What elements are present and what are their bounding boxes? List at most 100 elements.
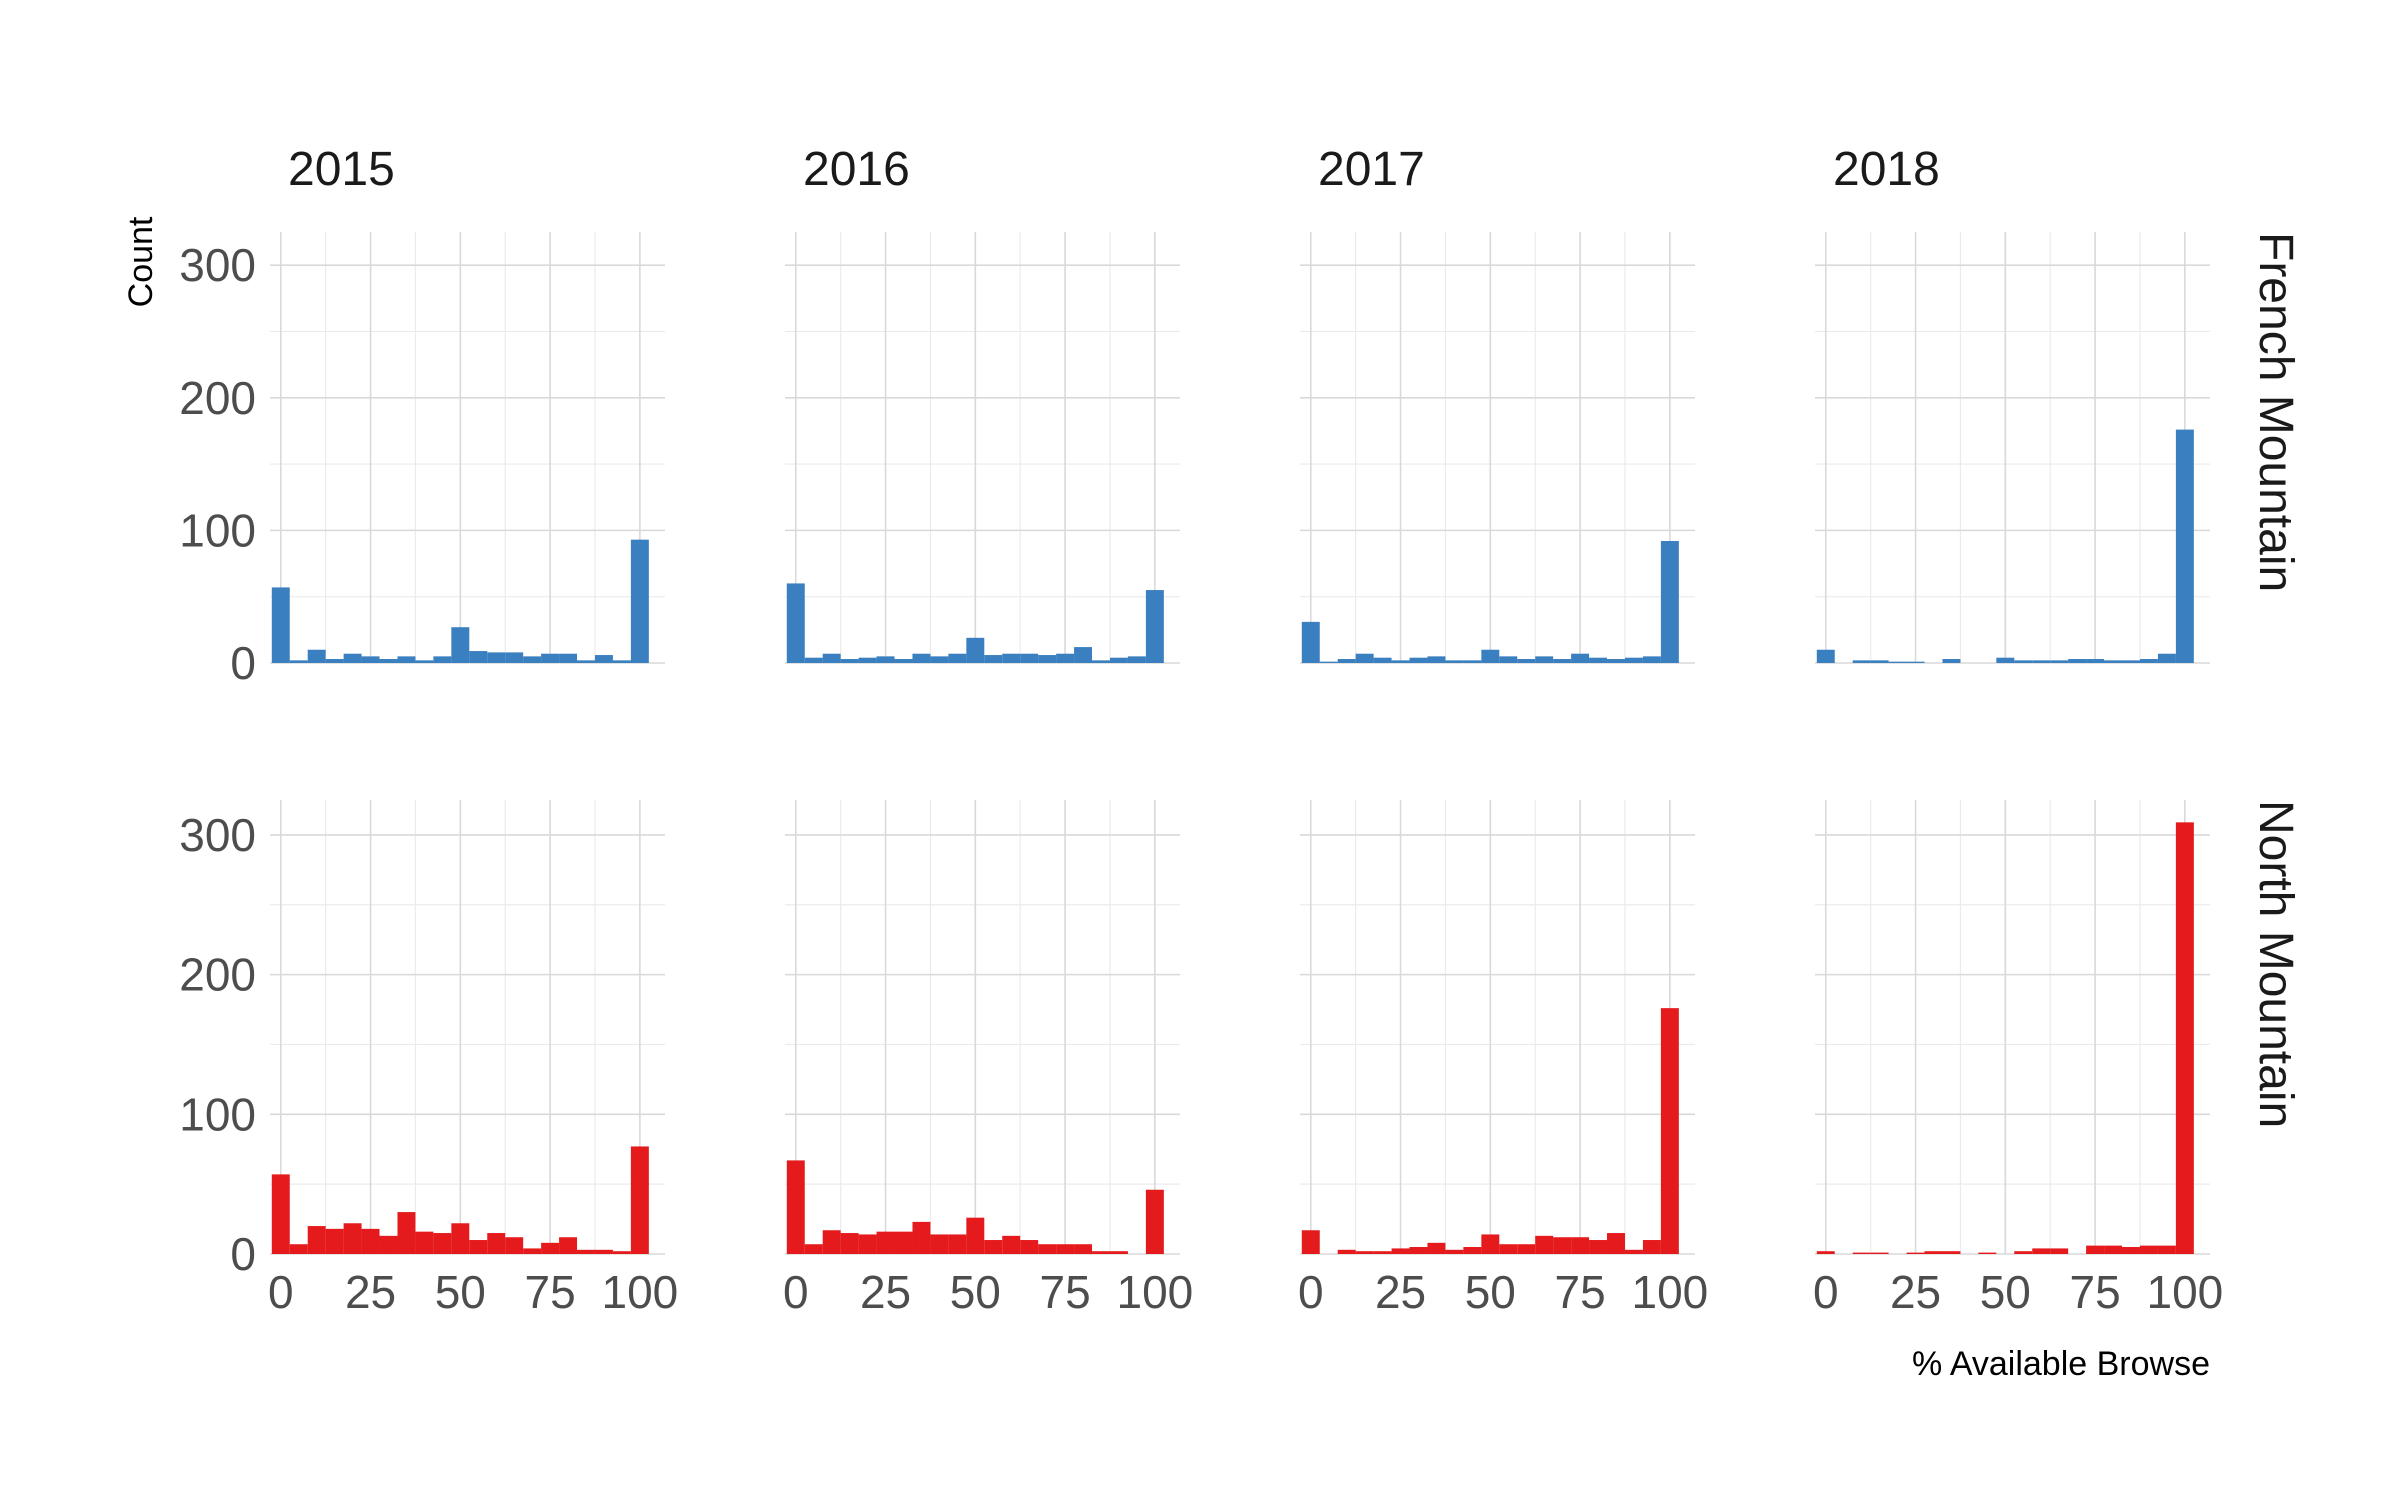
bar-north-mountain-2018-bin-65	[2050, 1248, 2069, 1254]
bar-french-mountain-2017-bin-25	[1391, 660, 1410, 663]
row-strip-label-north-mountain: North Mountain	[2249, 800, 2302, 1128]
bar-french-mountain-2017-bin-15	[1355, 653, 1374, 663]
x-tick-label-25-2018: 25	[1890, 1266, 1941, 1318]
x-tick-label-0-2015: 0	[268, 1266, 294, 1318]
bar-north-mountain-2015-bin-10	[307, 1226, 326, 1254]
bar-north-mountain-2017-bin-55	[1499, 1244, 1518, 1254]
bar-french-mountain-2018-bin-15	[1870, 660, 1889, 663]
bar-french-mountain-2018-bin-10	[1852, 660, 1871, 663]
bars-layer	[271, 429, 2194, 1254]
bar-french-mountain-2015-bin-75	[541, 653, 560, 663]
bar-north-mountain-2016-bin-80	[1074, 1244, 1093, 1254]
bar-north-mountain-2016-bin-40	[930, 1234, 949, 1254]
bar-french-mountain-2015-bin-10	[307, 649, 326, 663]
bar-french-mountain-2017-bin-55	[1499, 656, 1518, 663]
bar-north-mountain-2016-bin-70	[1038, 1244, 1057, 1254]
x-tick-label-25-2015: 25	[345, 1266, 396, 1318]
bar-french-mountain-2017-bin-20	[1373, 657, 1392, 663]
bar-french-mountain-2015-bin-50	[451, 627, 470, 663]
bar-north-mountain-2015-bin-70	[523, 1248, 542, 1254]
bar-french-mountain-2015-bin-20	[343, 653, 362, 663]
x-axis-title: % Available Browse	[1912, 1345, 2210, 1383]
bar-north-mountain-2016-bin-65	[1020, 1240, 1039, 1254]
bar-french-mountain-2015-bin-55	[469, 651, 488, 663]
x-tick-label-75-2016: 75	[1040, 1266, 1091, 1318]
bar-french-mountain-2017-bin-90	[1624, 657, 1643, 663]
bar-french-mountain-2015-bin-70	[523, 656, 542, 663]
bar-north-mountain-2017-bin-10	[1337, 1249, 1356, 1254]
bar-north-mountain-2015-bin-95	[612, 1251, 631, 1254]
bar-north-mountain-2018-bin-30	[1924, 1251, 1943, 1254]
row-strip-label-french-mountain: French Mountain	[2249, 232, 2302, 592]
bar-french-mountain-2017-bin-85	[1607, 659, 1625, 663]
bar-north-mountain-2018-bin-10	[1852, 1252, 1871, 1254]
bar-north-mountain-2015-bin-85	[577, 1249, 595, 1254]
bar-french-mountain-2017-bin-10	[1337, 659, 1356, 663]
bar-north-mountain-2018-bin-35	[1942, 1251, 1961, 1254]
bar-north-mountain-2015-bin-15	[325, 1228, 344, 1254]
bar-french-mountain-2015-bin-15	[325, 659, 344, 663]
bar-french-mountain-2016-bin-0	[786, 583, 805, 663]
bar-north-mountain-2015-bin-65	[505, 1237, 524, 1254]
bar-north-mountain-2018-bin-80	[2104, 1245, 2123, 1254]
bar-french-mountain-2015-bin-5	[289, 660, 308, 663]
bar-french-mountain-2016-bin-85	[1092, 660, 1110, 663]
bar-north-mountain-2017-bin-0	[1301, 1230, 1320, 1254]
bar-french-mountain-2016-bin-50	[966, 637, 985, 663]
x-tick-label-25-2017: 25	[1375, 1266, 1426, 1318]
x-tick-label-0-2016: 0	[783, 1266, 809, 1318]
bar-french-mountain-2017-bin-95	[1642, 656, 1661, 663]
bar-french-mountain-2017-bin-30	[1409, 657, 1428, 663]
bar-french-mountain-2015-bin-95	[612, 660, 631, 663]
bar-north-mountain-2017-bin-50	[1481, 1234, 1500, 1254]
bar-french-mountain-2018-bin-80	[2104, 660, 2123, 663]
x-tick-label-50-2015: 50	[435, 1266, 486, 1318]
bar-french-mountain-2016-bin-35	[912, 653, 931, 663]
column-strip-label-2017: 2017	[1318, 143, 1425, 196]
x-tick-label-75-2018: 75	[2070, 1266, 2121, 1318]
x-tick-label-100-2015: 100	[601, 1266, 678, 1318]
bar-north-mountain-2017-bin-65	[1535, 1235, 1554, 1254]
bar-french-mountain-2015-bin-90	[594, 655, 613, 663]
bar-north-mountain-2017-bin-25	[1391, 1248, 1410, 1254]
x-tick-label-100-2018: 100	[2146, 1266, 2223, 1318]
bar-north-mountain-2015-bin-75	[541, 1242, 560, 1254]
bar-north-mountain-2016-bin-55	[984, 1240, 1003, 1254]
bar-north-mountain-2016-bin-0	[786, 1160, 805, 1254]
bar-french-mountain-2018-bin-65	[2050, 660, 2069, 663]
labels-layer: 0 100 200 300 French Mountain 0 100 200 300 0 25 50…	[122, 143, 2302, 1383]
bar-north-mountain-2015-bin-20	[343, 1223, 362, 1254]
bar-north-mountain-2018-bin-95	[2157, 1245, 2176, 1254]
bar-french-mountain-2015-bin-45	[433, 656, 452, 663]
x-tick-label-75-2017: 75	[1555, 1266, 1606, 1318]
y-tick-label-0-french-mountain: 0	[230, 637, 256, 689]
x-tick-label-50-2016: 50	[950, 1266, 1001, 1318]
bar-north-mountain-2018-bin-90	[2139, 1245, 2158, 1254]
bar-north-mountain-2016-bin-45	[948, 1234, 967, 1254]
bar-north-mountain-2016-bin-75	[1056, 1244, 1075, 1254]
bar-french-mountain-2015-bin-0	[271, 587, 290, 663]
bar-north-mountain-2015-bin-80	[559, 1237, 578, 1254]
bar-french-mountain-2017-bin-35	[1427, 656, 1446, 663]
bar-french-mountain-2015-bin-80	[559, 653, 578, 663]
bar-french-mountain-2017-bin-50	[1481, 649, 1500, 663]
bar-north-mountain-2017-bin-30	[1409, 1247, 1428, 1254]
bar-french-mountain-2017-bin-75	[1571, 653, 1590, 663]
bar-north-mountain-2015-bin-60	[487, 1233, 506, 1254]
bar-north-mountain-2016-bin-50	[966, 1217, 985, 1254]
bar-french-mountain-2017-bin-45	[1463, 660, 1482, 663]
bar-french-mountain-2016-bin-20	[858, 657, 877, 663]
bar-french-mountain-2016-bin-60	[1002, 653, 1021, 663]
bar-french-mountain-2016-bin-70	[1038, 655, 1057, 663]
x-tick-label-0-2017: 0	[1298, 1266, 1324, 1318]
bar-north-mountain-2016-bin-60	[1002, 1235, 1021, 1254]
bar-french-mountain-2016-bin-65	[1020, 653, 1039, 663]
bar-french-mountain-2018-bin-85	[2122, 660, 2140, 663]
bar-french-mountain-2015-bin-85	[577, 660, 595, 663]
bar-north-mountain-2016-bin-20	[858, 1234, 877, 1254]
bar-french-mountain-2015-bin-65	[505, 652, 524, 663]
bar-french-mountain-2015-bin-40	[415, 660, 434, 663]
bar-french-mountain-2017-bin-65	[1535, 656, 1554, 663]
